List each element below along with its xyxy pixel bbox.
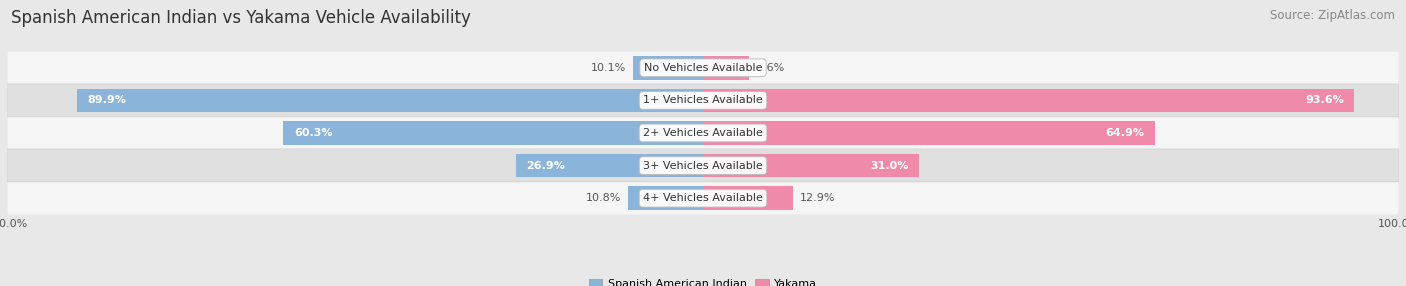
Bar [703,56,749,80]
Legend: Spanish American Indian, Yakama: Spanish American Indian, Yakama [585,274,821,286]
Bar [7,117,1399,149]
Text: 93.6%: 93.6% [1305,96,1344,105]
Bar [77,89,703,112]
Text: No Vehicles Available: No Vehicles Available [644,63,762,73]
Bar [633,56,703,80]
Bar [703,154,918,177]
Bar [7,51,1399,84]
Bar [7,84,1399,117]
Bar [7,182,1399,214]
Text: 10.8%: 10.8% [585,193,621,203]
Text: 10.1%: 10.1% [591,63,626,73]
Text: 1+ Vehicles Available: 1+ Vehicles Available [643,96,763,105]
Bar [703,121,1154,145]
Bar [628,186,703,210]
Text: 26.9%: 26.9% [526,161,565,170]
Text: 4+ Vehicles Available: 4+ Vehicles Available [643,193,763,203]
Text: Source: ZipAtlas.com: Source: ZipAtlas.com [1270,9,1395,21]
Bar [7,149,1399,182]
Text: 31.0%: 31.0% [870,161,908,170]
Text: 6.6%: 6.6% [756,63,785,73]
Text: 12.9%: 12.9% [800,193,835,203]
Text: Spanish American Indian vs Yakama Vehicle Availability: Spanish American Indian vs Yakama Vehicl… [11,9,471,27]
Bar [284,121,703,145]
Text: 2+ Vehicles Available: 2+ Vehicles Available [643,128,763,138]
Bar [703,186,793,210]
Bar [703,89,1354,112]
Text: 64.9%: 64.9% [1105,128,1144,138]
Text: 60.3%: 60.3% [294,128,332,138]
Bar [516,154,703,177]
Text: 3+ Vehicles Available: 3+ Vehicles Available [643,161,763,170]
Text: 89.9%: 89.9% [87,96,127,105]
